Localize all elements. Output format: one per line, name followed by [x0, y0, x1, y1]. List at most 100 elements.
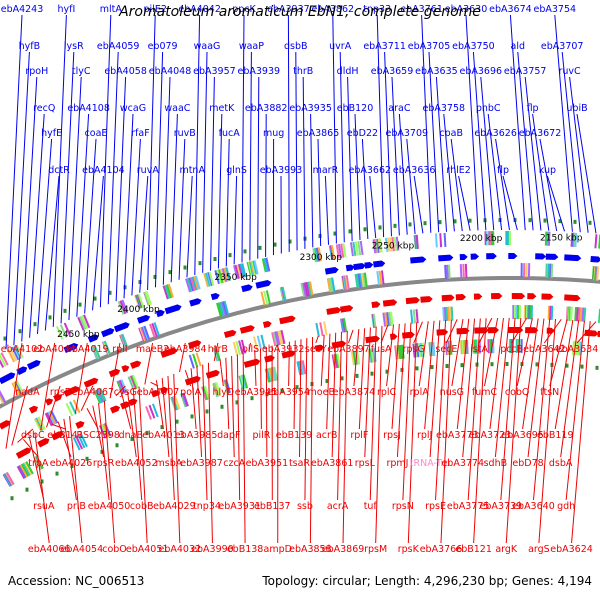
gene-label: lysR	[64, 41, 84, 52]
gene-label: ebB138	[227, 544, 264, 555]
cds-block	[581, 307, 582, 321]
bottom-strand-arrow	[456, 294, 466, 300]
gene-label: ebA4058	[104, 66, 147, 77]
gene-leader-line	[296, 52, 297, 250]
top-strand-arrow	[189, 298, 202, 306]
tick-mark	[424, 221, 427, 225]
bottom-strand-arrow	[130, 361, 141, 369]
tick-mark	[191, 414, 194, 418]
tick-mark	[589, 221, 592, 225]
gene-label: ebA3987	[180, 458, 223, 469]
cds-block	[353, 242, 355, 256]
tick-mark	[229, 253, 232, 257]
cds-block	[324, 322, 326, 336]
tick-mark	[581, 365, 584, 369]
gene-label: fucA	[219, 128, 241, 139]
gene-label: hlyD	[213, 387, 235, 398]
gene-leader-line	[266, 347, 267, 457]
bottom-strand-arrow	[541, 293, 553, 299]
scale-label: 2150 kbp	[540, 233, 583, 243]
gene-label: ebA4019	[66, 344, 109, 355]
gene-leader-line	[490, 318, 504, 429]
cds-block	[417, 235, 418, 249]
gene-label: waaC	[164, 103, 190, 114]
cds-block	[445, 233, 446, 247]
tick-mark	[19, 329, 22, 333]
top-strand-arrow	[508, 253, 517, 259]
gene-label: tlyC	[72, 66, 91, 77]
gene-leader-line	[555, 320, 573, 429]
gene-leader-line	[414, 322, 423, 343]
gene-leader-line	[348, 330, 353, 343]
tick-mark	[439, 220, 442, 224]
gene-label: rpsL	[355, 458, 376, 469]
gene-label: ebA4108	[67, 103, 110, 114]
gene-leader-line	[14, 52, 30, 345]
gene-leader-line	[392, 77, 399, 235]
gene-label: ebA4067	[71, 387, 114, 398]
gene-label: ebA4050	[88, 501, 131, 512]
top-strand-arrow	[101, 328, 114, 337]
bottom-strand-arrow	[564, 294, 580, 301]
gene-label: argK	[495, 544, 518, 555]
top-strand-arrow	[255, 280, 271, 289]
gene-leader-line	[255, 350, 256, 386]
gene-label: ebA4054	[61, 544, 104, 555]
gene-leader-line	[100, 15, 110, 307]
top-strand-arrow	[460, 254, 468, 260]
tick-mark	[461, 363, 464, 367]
tick-mark	[11, 496, 14, 500]
gene-label: ebA3750	[452, 41, 495, 52]
gene-leader-line	[93, 176, 104, 310]
cds-block	[377, 271, 379, 285]
tick-mark	[379, 225, 382, 229]
gene-leader-line	[140, 176, 148, 293]
gene-leader-line	[179, 139, 185, 280]
gene-label: ebA4052	[115, 458, 158, 469]
gene-label: priB	[67, 501, 86, 512]
gene-label: ebA3659	[371, 66, 414, 77]
gene-leader-line	[316, 336, 319, 343]
gene-label: tnp34	[193, 501, 221, 512]
gene-leader-line	[407, 139, 415, 234]
cds-block	[320, 322, 323, 336]
tick-mark	[446, 364, 449, 368]
gene-label: argS	[528, 544, 550, 555]
cds-block	[549, 306, 550, 320]
tick-mark	[574, 220, 577, 224]
cds-block	[584, 308, 585, 322]
cds-block	[382, 271, 384, 285]
cds-block	[571, 307, 572, 321]
gene-leader-line	[250, 52, 252, 260]
cds-block	[597, 267, 598, 281]
cds-block	[414, 309, 415, 323]
bottom-strand-arrow	[584, 330, 598, 337]
gene-label: metK	[209, 103, 235, 114]
gene-label: ruvC	[559, 66, 582, 77]
gene-leader-line	[459, 176, 471, 231]
top-strand-arrow	[353, 263, 366, 270]
gene-label: ebA3626	[474, 128, 517, 139]
bottom-strand-arrow	[121, 365, 129, 372]
gene-label: msbA	[156, 458, 183, 469]
gene-leader-line	[242, 15, 244, 262]
gene-label: ebA3757	[504, 66, 547, 77]
gene-leader-line	[523, 318, 539, 429]
gene-label: dapF	[217, 430, 240, 441]
tick-mark	[596, 366, 599, 370]
gene-label: marR	[313, 165, 339, 176]
gene-leader-line	[385, 52, 392, 236]
gene-label: rpsF	[50, 387, 70, 398]
gene-label: ebA3696	[460, 66, 503, 77]
gene-label: ebA3624	[550, 544, 593, 555]
bottom-strand-arrow	[224, 330, 237, 338]
gene-label: ebA3951	[246, 458, 289, 469]
gene-label: ebA3935	[289, 103, 332, 114]
bottom-strand-arrow	[491, 293, 502, 299]
gene-label: thrB	[293, 66, 313, 77]
gene-leader-line	[124, 114, 133, 298]
gene-leader-line	[261, 348, 262, 429]
gene-label: cobO	[102, 544, 127, 555]
gene-label: ebA3882	[245, 103, 288, 114]
gene-leader-line	[220, 359, 223, 386]
